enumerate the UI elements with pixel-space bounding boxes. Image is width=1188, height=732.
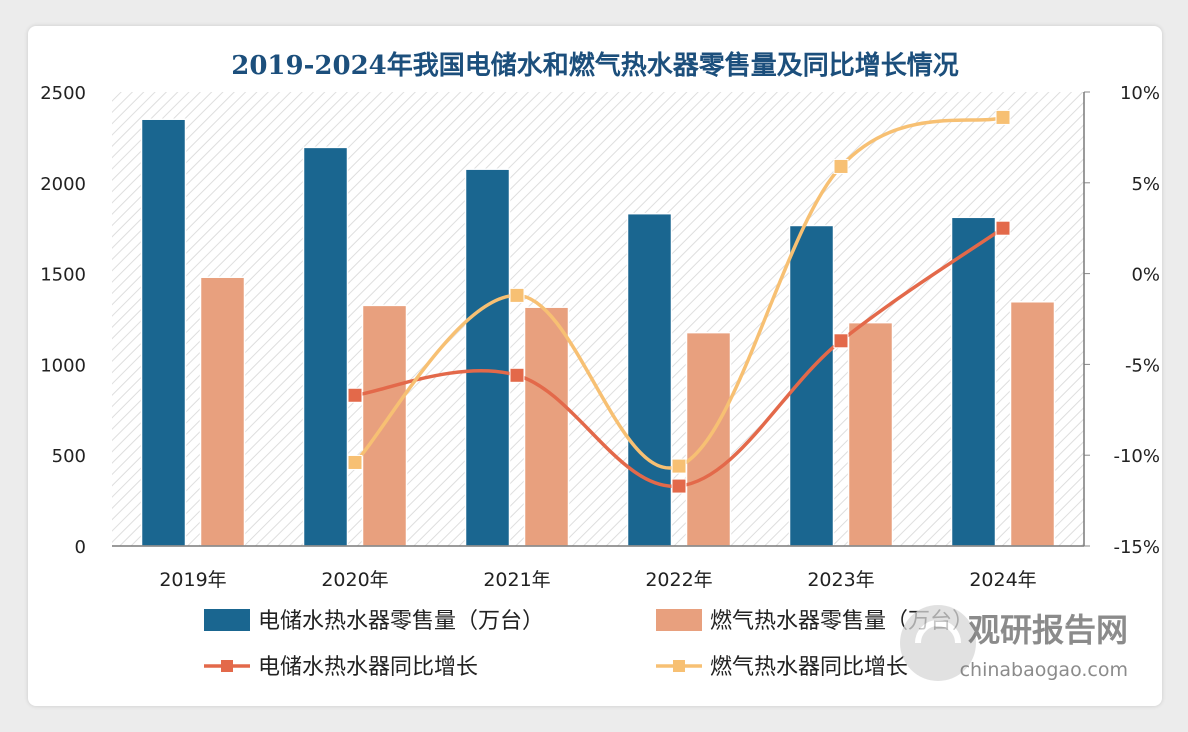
chart-card: 2019-2024年我国电储水和燃气热水器零售量及同比增长情况 0 500 1000… xyxy=(28,26,1162,706)
y-right-tick-label: 0% xyxy=(1131,265,1160,286)
bar-electric-5 xyxy=(950,216,997,547)
y-right-tick-label: -10% xyxy=(1113,446,1160,467)
y-left-tick-label: 0 xyxy=(75,537,86,558)
bar-electric-1 xyxy=(302,146,349,547)
y-left-tick-label: 500 xyxy=(52,446,86,467)
marker-electric-1 xyxy=(509,367,525,383)
y-left-tick-label: 2500 xyxy=(40,83,86,104)
legend-marker-2 xyxy=(221,660,233,672)
chart-title: 2019-2024年我国电储水和燃气热水器零售量及同比增长情况 xyxy=(231,50,959,81)
y-right-tick-label: -5% xyxy=(1125,355,1160,376)
x-category-label: 2022年 xyxy=(645,569,712,591)
bar-gas-4 xyxy=(847,321,894,547)
y-left-tick-label: 2000 xyxy=(40,174,86,195)
legend-swatch-1 xyxy=(656,609,702,631)
bar-gas-0 xyxy=(199,276,246,547)
marker-electric-0 xyxy=(347,387,363,403)
brand-logo-icon xyxy=(900,605,976,681)
plot-background xyxy=(112,92,1084,546)
y-left-tick-label: 1500 xyxy=(40,265,86,286)
y-right-tick-label: 10% xyxy=(1120,83,1160,104)
marker-gas-2 xyxy=(671,458,687,474)
brand-logo-arc xyxy=(915,620,961,644)
bar-electric-0 xyxy=(140,118,187,547)
legend-marker-3 xyxy=(673,660,685,672)
watermark-brand: 观研报告网 xyxy=(968,611,1128,649)
marker-electric-2 xyxy=(671,478,687,494)
x-category-label: 2021年 xyxy=(483,569,550,591)
y-left-tick-label: 1000 xyxy=(40,355,86,376)
marker-electric-3 xyxy=(833,333,849,349)
bar-gas-2 xyxy=(523,306,570,547)
y-right-tick-label: 5% xyxy=(1131,174,1160,195)
x-category-label: 2024年 xyxy=(969,569,1036,591)
x-category-label: 2023年 xyxy=(807,569,874,591)
legend-label-0: 电储水热水器零售量（万台） xyxy=(258,609,544,634)
legend-swatch-0 xyxy=(204,609,250,631)
marker-gas-0 xyxy=(347,454,363,470)
legend-label-3: 燃气热水器同比增长 xyxy=(710,655,908,680)
marker-gas-3 xyxy=(833,158,849,174)
legend-label-2: 电储水热水器同比增长 xyxy=(258,655,478,680)
y-right-tick-label: -15% xyxy=(1113,537,1160,558)
bar-electric-2 xyxy=(464,168,511,547)
x-category-label: 2019年 xyxy=(159,569,226,591)
bar-gas-5 xyxy=(1009,300,1056,547)
x-category-label: 2020年 xyxy=(321,569,388,591)
marker-gas-1 xyxy=(509,287,525,303)
bar-electric-3 xyxy=(626,212,673,547)
marker-electric-4 xyxy=(995,220,1011,236)
combo-chart: 2019-2024年我国电储水和燃气热水器零售量及同比增长情况 0 500 1000… xyxy=(40,50,1160,681)
marker-gas-4 xyxy=(995,109,1011,125)
brand-logo-circle xyxy=(900,605,976,681)
watermark-url: chinabaogao.com xyxy=(960,659,1128,681)
